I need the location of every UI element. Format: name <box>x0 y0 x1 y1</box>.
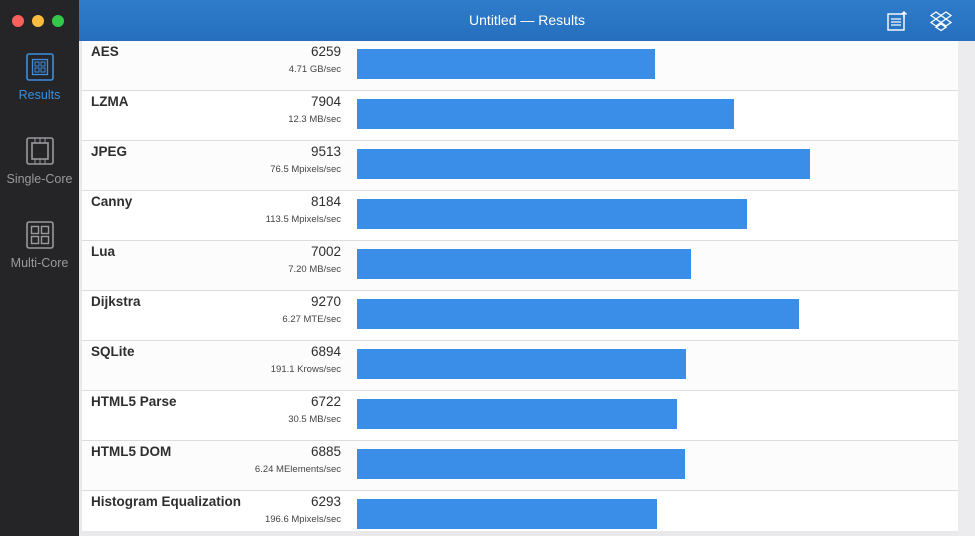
sidebar-item-label: Results <box>18 88 61 102</box>
benchmark-name: AES <box>91 44 119 59</box>
result-row-canny: Canny 8184 113.5 Mpixels/sec <box>82 191 958 241</box>
benchmark-score: 6885 <box>310 444 341 459</box>
benchmark-score: 7904 <box>310 94 341 109</box>
sidebar-item-label: Single-Core <box>6 172 73 186</box>
benchmark-score: 7002 <box>310 244 341 259</box>
benchmark-name: Histogram Equalization <box>91 494 242 509</box>
score-bar <box>357 249 691 279</box>
benchmark-score: 6722 <box>310 394 341 409</box>
benchmark-score: 9270 <box>310 294 341 309</box>
benchmark-name: LZMA <box>91 94 129 109</box>
multi-core-icon <box>25 221 54 249</box>
benchmark-rate: 191.1 Krows/sec <box>270 364 341 375</box>
zoom-window-button[interactable] <box>52 15 64 27</box>
result-row-jpeg: JPEG 9513 76.5 Mpixels/sec <box>82 141 958 191</box>
benchmark-rate: 30.5 MB/sec <box>288 414 341 425</box>
score-bar <box>357 299 799 329</box>
results-list[interactable]: AES 6259 4.71 GB/sec LZMA 7904 12.3 MB/s… <box>82 41 958 531</box>
sidebar: Results Single-Core Multi-Core <box>0 0 79 536</box>
result-row-lzma: LZMA 7904 12.3 MB/sec <box>82 91 958 141</box>
result-row-html5-parse: HTML5 Parse 6722 30.5 MB/sec <box>82 391 958 441</box>
benchmark-score: 6293 <box>310 494 341 509</box>
sidebar-item-label: Multi-Core <box>10 256 69 270</box>
result-row-aes: AES 6259 4.71 GB/sec <box>82 41 958 91</box>
score-bar <box>357 449 685 479</box>
benchmark-name: Dijkstra <box>91 294 141 309</box>
score-bar <box>357 149 810 179</box>
result-row-sqlite: SQLite 6894 191.1 Krows/sec <box>82 341 958 391</box>
window-controls <box>12 15 64 27</box>
score-bar <box>357 199 747 229</box>
dropbox-icon[interactable] <box>929 9 953 33</box>
sidebar-item-multi-core[interactable]: Multi-Core <box>0 220 79 270</box>
result-row-lua: Lua 7002 7.20 MB/sec <box>82 241 958 291</box>
benchmark-name: HTML5 Parse <box>91 394 177 409</box>
score-bar <box>357 499 657 529</box>
benchmark-score: 8184 <box>310 194 341 209</box>
score-bar <box>357 99 734 129</box>
benchmark-name: JPEG <box>91 144 128 159</box>
benchmark-rate: 6.24 MElements/sec <box>254 464 341 475</box>
share-icon[interactable] <box>885 9 909 33</box>
result-row-dijkstra: Dijkstra 9270 6.27 MTE/sec <box>82 291 958 341</box>
benchmark-rate: 7.20 MB/sec <box>288 264 341 275</box>
benchmark-rate: 12.3 MB/sec <box>288 114 341 125</box>
bottom-edge <box>79 531 958 536</box>
result-row-html5-dom: HTML5 DOM 6885 6.24 MElements/sec <box>82 441 958 491</box>
sidebar-item-single-core[interactable]: Single-Core <box>0 136 79 186</box>
single-core-icon <box>25 137 54 165</box>
sidebar-item-results[interactable]: Results <box>0 52 79 102</box>
benchmark-rate: 76.5 Mpixels/sec <box>270 164 341 175</box>
benchmark-rate: 6.27 MTE/sec <box>282 314 341 325</box>
minimize-window-button[interactable] <box>32 15 44 27</box>
result-row-histogram-equalization: Histogram Equalization 6293 196.6 Mpixel… <box>82 491 958 531</box>
title-bar: Untitled — Results <box>79 0 975 41</box>
benchmark-score: 6894 <box>310 344 341 359</box>
scrollbar-track[interactable] <box>958 41 975 536</box>
benchmark-name: Canny <box>91 194 133 209</box>
benchmark-score: 9513 <box>310 144 341 159</box>
benchmark-rate: 4.71 GB/sec <box>288 64 341 75</box>
benchmark-score: 6259 <box>310 44 341 59</box>
score-bar <box>357 349 686 379</box>
close-window-button[interactable] <box>12 15 24 27</box>
benchmark-name: Lua <box>91 244 116 259</box>
score-bar <box>357 49 655 79</box>
window-title: Untitled — Results <box>469 12 585 28</box>
score-bar <box>357 399 677 429</box>
results-icon <box>25 53 54 81</box>
benchmark-rate: 196.6 Mpixels/sec <box>264 514 341 525</box>
benchmark-rate: 113.5 Mpixels/sec <box>265 214 341 225</box>
benchmark-name: HTML5 DOM <box>91 444 172 459</box>
benchmark-name: SQLite <box>91 344 135 359</box>
